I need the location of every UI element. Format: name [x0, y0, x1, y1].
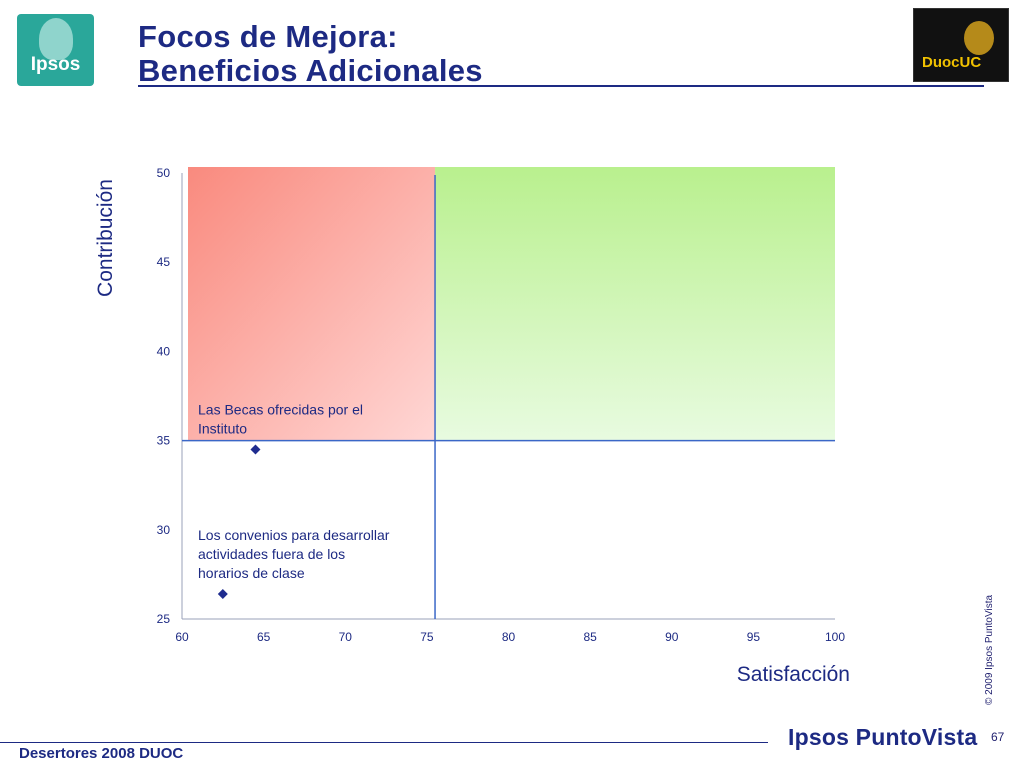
y-tick-label: 45 [157, 255, 171, 269]
y-tick-label: 30 [157, 523, 171, 537]
y-tick-label: 40 [157, 344, 171, 358]
ipsos-logo-text: Ipsos [30, 54, 81, 75]
x-tick-label: 75 [420, 630, 434, 644]
quadrant-improvement [188, 167, 436, 441]
duoc-seal-icon [964, 21, 994, 55]
x-tick-label: 60 [175, 630, 189, 644]
y-tick-label: 25 [157, 612, 171, 626]
footer-left-text: Desertores 2008 DUOC [19, 745, 184, 762]
y-axis-label: Contribución [94, 179, 117, 297]
x-tick-label: 80 [502, 630, 516, 644]
x-tick-label: 85 [583, 630, 597, 644]
data-point-label: horarios de clase [198, 565, 305, 581]
duoc-logo-text: DuocUC [922, 54, 982, 71]
copyright-text: © 2009 Ipsos PuntoVista [984, 594, 995, 705]
data-point-label: Las Becas ofrecidas por el [198, 402, 363, 418]
data-point-label: actividades fuera de los [198, 546, 345, 562]
y-tick-label: 35 [157, 434, 171, 448]
data-point-marker [250, 444, 261, 455]
x-tick-label: 100 [825, 630, 845, 644]
page-title: Focos de Mejora: Beneficios Adicionales [138, 20, 483, 88]
title-rule [138, 85, 984, 87]
data-point-label: Los convenios para desarrollar [198, 527, 390, 543]
ipsos-logo: Ipsos [17, 14, 94, 86]
footer-rule [0, 742, 768, 743]
x-tick-label: 70 [339, 630, 353, 644]
x-tick-label: 90 [665, 630, 679, 644]
title-line-1: Focos de Mejora: [138, 19, 398, 54]
y-tick-label: 50 [157, 166, 171, 180]
page-number: 67 [991, 730, 1005, 744]
data-point-marker [217, 589, 228, 600]
footer-brand: Ipsos PuntoVista [788, 724, 978, 750]
duoc-logo: DuocUC [913, 8, 1009, 82]
title-line-2: Beneficios Adicionales [138, 53, 483, 88]
data-point-label: Instituto [198, 421, 247, 437]
x-tick-label: 65 [257, 630, 271, 644]
quadrant-strength [435, 167, 835, 441]
ipsos-head-icon [39, 18, 73, 60]
x-axis-label: Satisfacción [737, 663, 850, 686]
x-tick-label: 95 [747, 630, 761, 644]
